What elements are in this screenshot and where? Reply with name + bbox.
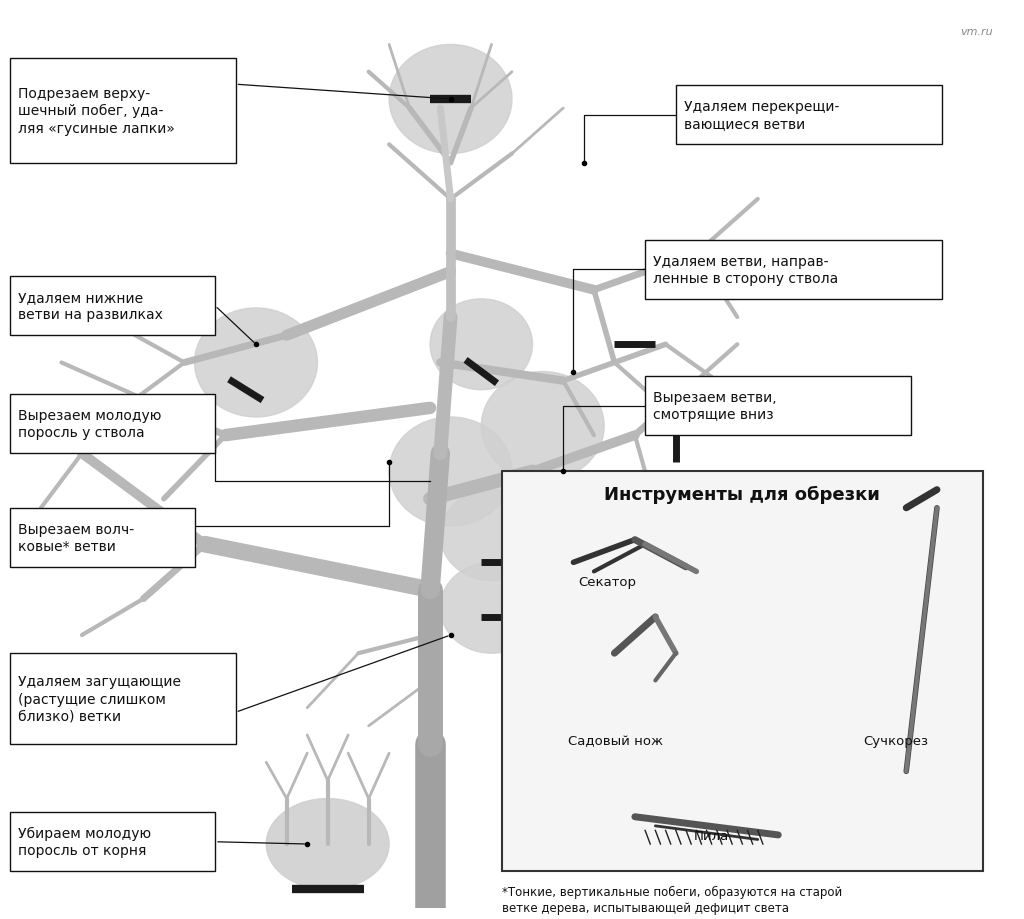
Ellipse shape <box>266 799 389 890</box>
FancyBboxPatch shape <box>10 395 215 454</box>
Text: Садовый нож: Садовый нож <box>568 734 664 747</box>
Text: *Тонкие, вертикальные побеги, образуются на старой
ветке дерева, испытывающей де: *Тонкие, вертикальные побеги, образуются… <box>502 885 842 914</box>
Text: vm.ru: vm.ru <box>961 28 993 37</box>
Text: Удаляем загущающие
(растущие слишком
близко) ветки: Удаляем загущающие (растущие слишком бли… <box>18 675 181 723</box>
Ellipse shape <box>389 417 512 527</box>
FancyBboxPatch shape <box>10 277 215 335</box>
Text: Вырезаем ветви,
смотрящие вниз: Вырезаем ветви, смотрящие вниз <box>653 391 777 422</box>
FancyBboxPatch shape <box>10 812 215 871</box>
FancyBboxPatch shape <box>10 508 195 567</box>
Text: Вырезаем волч-
ковые* ветви: Вырезаем волч- ковые* ветви <box>18 522 134 553</box>
FancyBboxPatch shape <box>10 59 236 164</box>
Text: Сучкорез: Сучкорез <box>863 734 929 747</box>
Ellipse shape <box>195 309 317 417</box>
FancyBboxPatch shape <box>676 86 942 145</box>
FancyBboxPatch shape <box>645 377 911 436</box>
Ellipse shape <box>440 490 543 581</box>
Ellipse shape <box>481 372 604 481</box>
Text: Секатор: Секатор <box>579 575 637 588</box>
Ellipse shape <box>389 45 512 154</box>
Text: Удаляем перекрещи-
вающиеся ветви: Удаляем перекрещи- вающиеся ветви <box>684 100 840 131</box>
Ellipse shape <box>430 300 532 391</box>
Text: Инструменты для обрезки: Инструменты для обрезки <box>604 485 881 504</box>
Text: Вырезаем молодую
поросль у ствола: Вырезаем молодую поросль у ствола <box>18 409 162 440</box>
Text: Удаляем нижние
ветви на развилках: Удаляем нижние ветви на развилках <box>18 290 163 322</box>
FancyBboxPatch shape <box>502 472 983 871</box>
FancyBboxPatch shape <box>10 653 236 744</box>
Text: Подрезаем верху-
шечный побег, уда-
ляя «гусиные лапки»: Подрезаем верху- шечный побег, уда- ляя … <box>18 87 175 135</box>
Ellipse shape <box>440 562 543 653</box>
Text: Убираем молодую
поросль от корня: Убираем молодую поросль от корня <box>18 826 152 857</box>
FancyBboxPatch shape <box>645 241 942 300</box>
Text: Пила: Пила <box>694 830 729 843</box>
Text: Удаляем ветви, направ-
ленные в сторону ствола: Удаляем ветви, направ- ленные в сторону … <box>653 255 839 286</box>
